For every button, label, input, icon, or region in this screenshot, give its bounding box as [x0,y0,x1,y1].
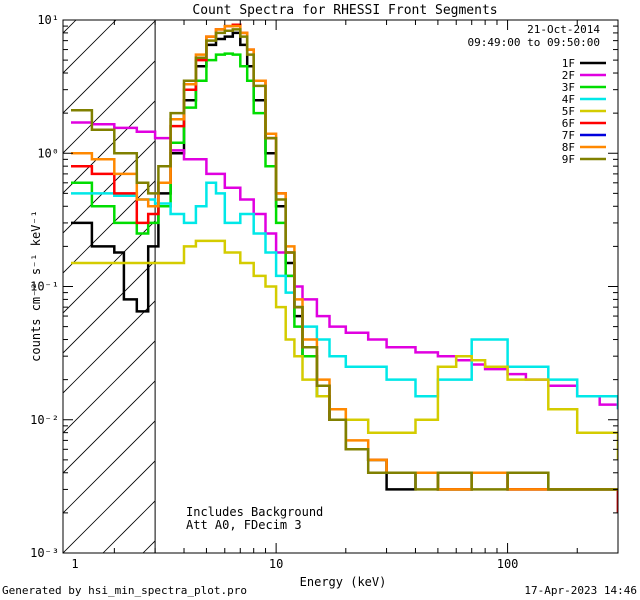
legend-label-9F: 9F [562,153,575,166]
legend-label-5F: 5F [562,105,575,118]
x-tick-label: 100 [497,557,519,571]
axes: 1 10 100 10⁻³ 10⁻² 10⁻¹ 10⁰ 10¹ [30,13,619,571]
legend-label-6F: 6F [562,117,575,130]
y-tick-label: 10¹ [37,13,59,27]
legend-label-8F: 8F [562,141,575,154]
x-tick-label: 10 [269,557,283,571]
x-axis-label: Energy (keV) [300,575,387,589]
legend-label-2F: 2F [562,69,575,82]
series-5F-line [71,239,618,460]
series-4F-line [71,181,618,410]
hatch-line [63,20,156,114]
y-tick-label: 10⁻¹ [30,280,59,294]
hatch-line [63,180,156,274]
time-range-label: 09:49:00 to 09:50:00 [468,36,600,49]
annotation-background: Includes Background [186,505,323,519]
hatch-line [63,20,117,74]
y-tick-label: 10⁻³ [30,546,59,560]
series-layer [71,23,618,513]
legend-label-3F: 3F [562,81,575,94]
series-9F-line [71,28,618,491]
y-axis-label: counts cm⁻² s⁻¹ keV⁻¹ [29,210,43,362]
annotation-attenuator: Att A0, FDecim 3 [186,518,302,532]
x-tick-label: 1 [71,557,78,571]
date-label: 21-Oct-2014 [527,23,600,36]
legend-label-7F: 7F [562,129,575,142]
hatch-line [63,380,156,474]
y-tick-label: 10⁻² [30,413,59,427]
y-tick-label: 10⁰ [37,146,59,160]
footer-generated: Generated by hsi_min_spectra_plot.pro [2,584,248,597]
chart-title: Count Spectra for RHESSI Front Segments [192,3,497,18]
legend-label-1F: 1F [562,57,575,70]
legend-label-4F: 4F [562,93,575,106]
hatch-line [63,420,156,514]
footer-timestamp: 17-Apr-2023 14:46 [524,584,637,597]
